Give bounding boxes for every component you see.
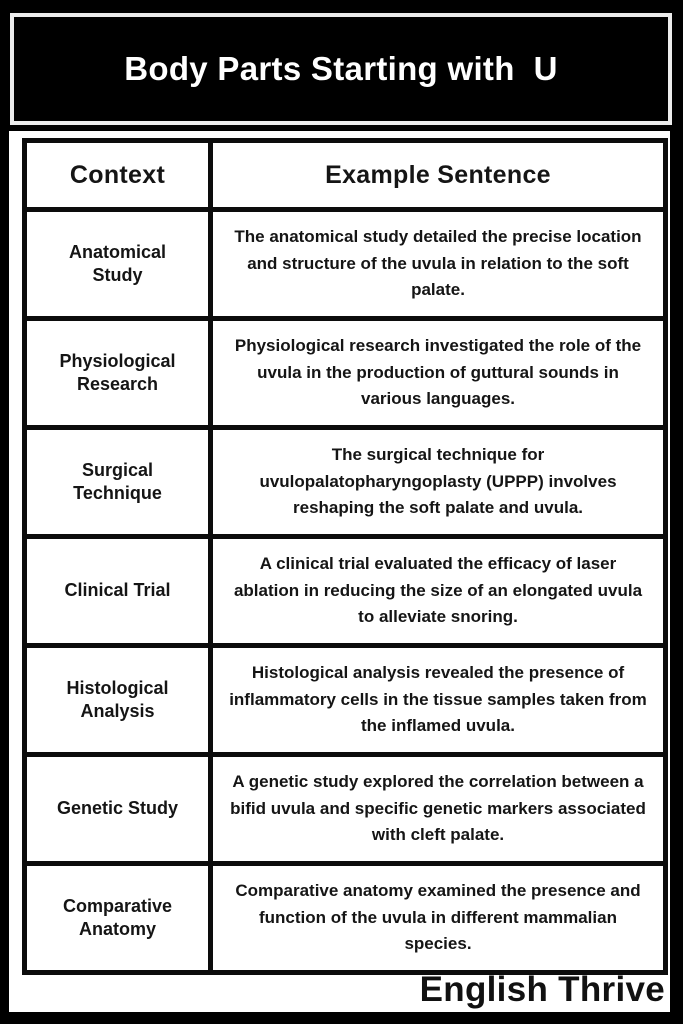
column-header-example-sentence: Example Sentence [208,138,668,212]
sentence-cell: Physiological research investigated the … [208,316,668,430]
column-header-context: Context [22,138,213,212]
table-row: Anatomical Study The anatomical study de… [22,207,668,321]
table-row: Comparative Anatomy Comparative anatomy … [22,861,668,975]
sentence-cell: A clinical trial evaluated the efficacy … [208,534,668,648]
table-row: Surgical Technique The surgical techniqu… [22,425,668,539]
context-cell: Clinical Trial [22,534,213,648]
table-header-row: Context Example Sentence [22,138,668,212]
context-cell: Genetic Study [22,752,213,866]
content-panel: Context Example Sentence Anatomical Stud… [9,131,670,1012]
context-cell: Physiological Research [22,316,213,430]
sentence-cell: Comparative anatomy examined the presenc… [208,861,668,975]
context-cell: Anatomical Study [22,207,213,321]
table-row: Physiological Research Physiological res… [22,316,668,430]
context-cell: Surgical Technique [22,425,213,539]
context-cell: Comparative Anatomy [22,861,213,975]
brand-footer: English Thrive [419,970,665,1009]
context-cell: Histological Analysis [22,643,213,757]
sentence-cell: Histological analysis revealed the prese… [208,643,668,757]
sentence-cell: The surgical technique for uvulopalatoph… [208,425,668,539]
table-row: Genetic Study A genetic study explored t… [22,752,668,866]
sentence-cell: A genetic study explored the correlation… [208,752,668,866]
table-row: Clinical Trial A clinical trial evaluate… [22,534,668,648]
page-title: Body Parts Starting with U [124,50,558,87]
context-sentence-table: Context Example Sentence Anatomical Stud… [22,138,668,975]
sentence-cell: The anatomical study detailed the precis… [208,207,668,321]
title-banner: Body Parts Starting with U [10,13,672,125]
table-row: Histological Analysis Histological analy… [22,643,668,757]
